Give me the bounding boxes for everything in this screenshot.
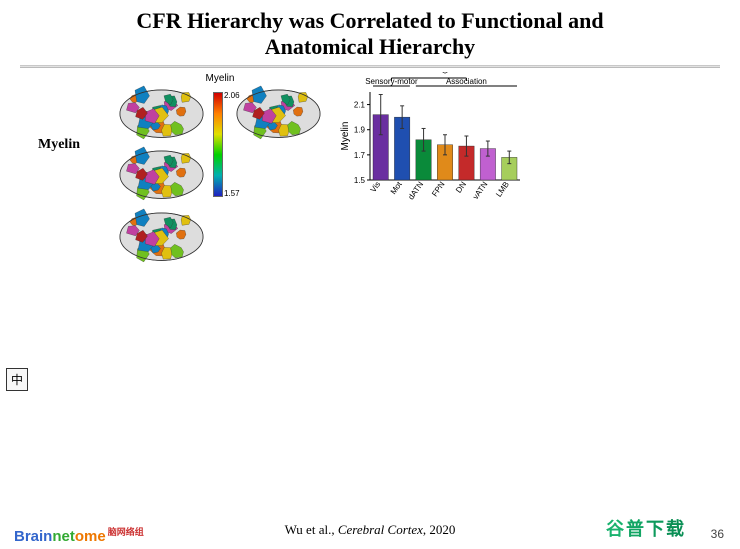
svg-text:*: * [442, 72, 448, 80]
citation-suffix: , 2020 [423, 522, 456, 537]
logo-cn: 脑网络组 [108, 527, 144, 537]
citation-journal: Cerebral Cortex [338, 522, 423, 537]
svg-text:Mot: Mot [389, 179, 404, 196]
brain-panel: Myelin 2.06 1.57 [110, 72, 330, 220]
colorbar-max: 2.06 [224, 91, 240, 100]
brain-icon [112, 145, 211, 204]
svg-text:Myelin: Myelin [340, 121, 351, 150]
brain-icon [229, 84, 328, 143]
content-grid: MyelinMyelin 2.06 1.57 1.51.71.92 [0, 72, 740, 520]
row-label: Myelin [14, 72, 104, 220]
svg-text:FPN: FPN [430, 180, 447, 198]
colorbar-min: 1.57 [224, 189, 240, 198]
svg-text:1.9: 1.9 [354, 125, 366, 134]
bar-panel: 1.51.71.92.1VisMotdATNFPNDNvATNLMBSensor… [336, 72, 526, 220]
citation-prefix: Wu et al., [285, 522, 338, 537]
brain-icon [112, 207, 211, 266]
brain-title: Myelin [110, 73, 330, 84]
svg-text:Vis: Vis [369, 180, 383, 194]
brainnetome-logo: Brainnetome脑网络组 [14, 525, 144, 545]
brain-icon [112, 84, 211, 143]
watermark: 谷普下载 [606, 515, 686, 541]
svg-text:LMB: LMB [494, 180, 511, 199]
svg-text:DN: DN [454, 180, 468, 195]
slide-number: 36 [711, 527, 724, 541]
slide: CFR Hierarchy was Correlated to Function… [0, 0, 740, 549]
svg-text:1.5: 1.5 [354, 176, 366, 185]
svg-text:vATN: vATN [471, 180, 490, 201]
svg-text:dATN: dATN [406, 180, 425, 202]
svg-text:1.7: 1.7 [354, 151, 366, 160]
title-line1: CFR Hierarchy was Correlated to Function… [136, 8, 603, 33]
slide-title: CFR Hierarchy was Correlated to Function… [0, 0, 740, 63]
title-line2: Anatomical Hierarchy [265, 34, 475, 59]
svg-text:2.1: 2.1 [354, 100, 366, 109]
side-badge: 中 [6, 368, 28, 391]
title-rule [20, 65, 720, 68]
bar-chart: 1.51.71.92.1VisMotdATNFPNDNvATNLMBSensor… [336, 72, 526, 210]
